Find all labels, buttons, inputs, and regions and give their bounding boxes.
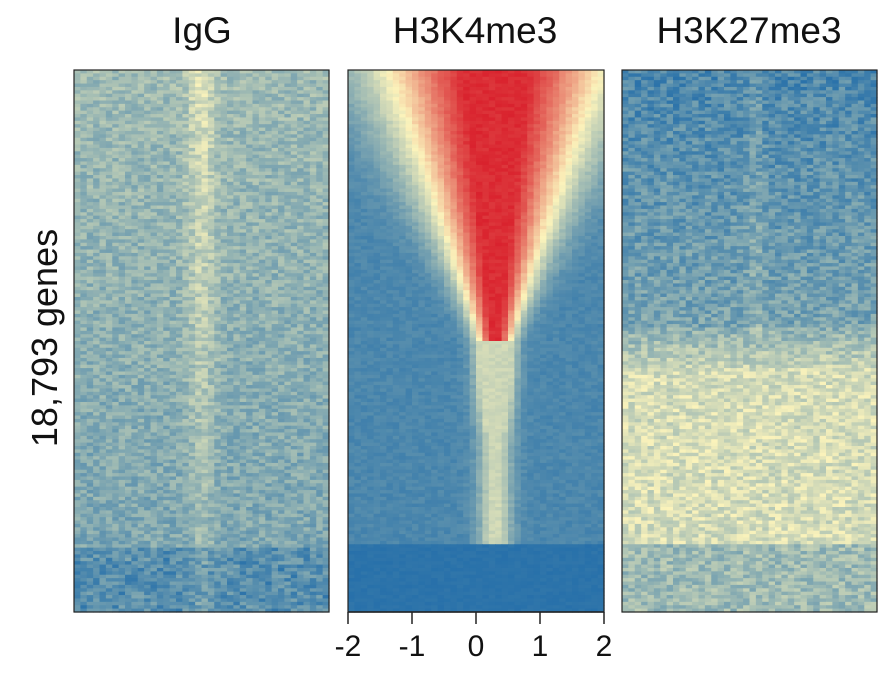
heatmap-panel-igg — [74, 70, 330, 613]
x-tick-label: 0 — [456, 630, 496, 664]
heatmap-panel-h3k4me3 — [348, 70, 605, 613]
x-axis — [348, 612, 604, 624]
x-tick-label: 2 — [584, 630, 624, 664]
panel-title-h3k27me3: H3K27me3 — [599, 10, 891, 52]
x-tick-label: 1 — [520, 630, 560, 664]
x-tick-label: -1 — [392, 630, 432, 664]
x-tick-label: -2 — [328, 630, 368, 664]
panel-title-igg: IgG — [52, 10, 352, 52]
heatmap-panel-h3k27me3 — [622, 70, 878, 613]
y-axis-label: 18,793 genes — [24, 229, 66, 447]
panel-title-h3k4me3: H3K4me3 — [325, 10, 625, 52]
